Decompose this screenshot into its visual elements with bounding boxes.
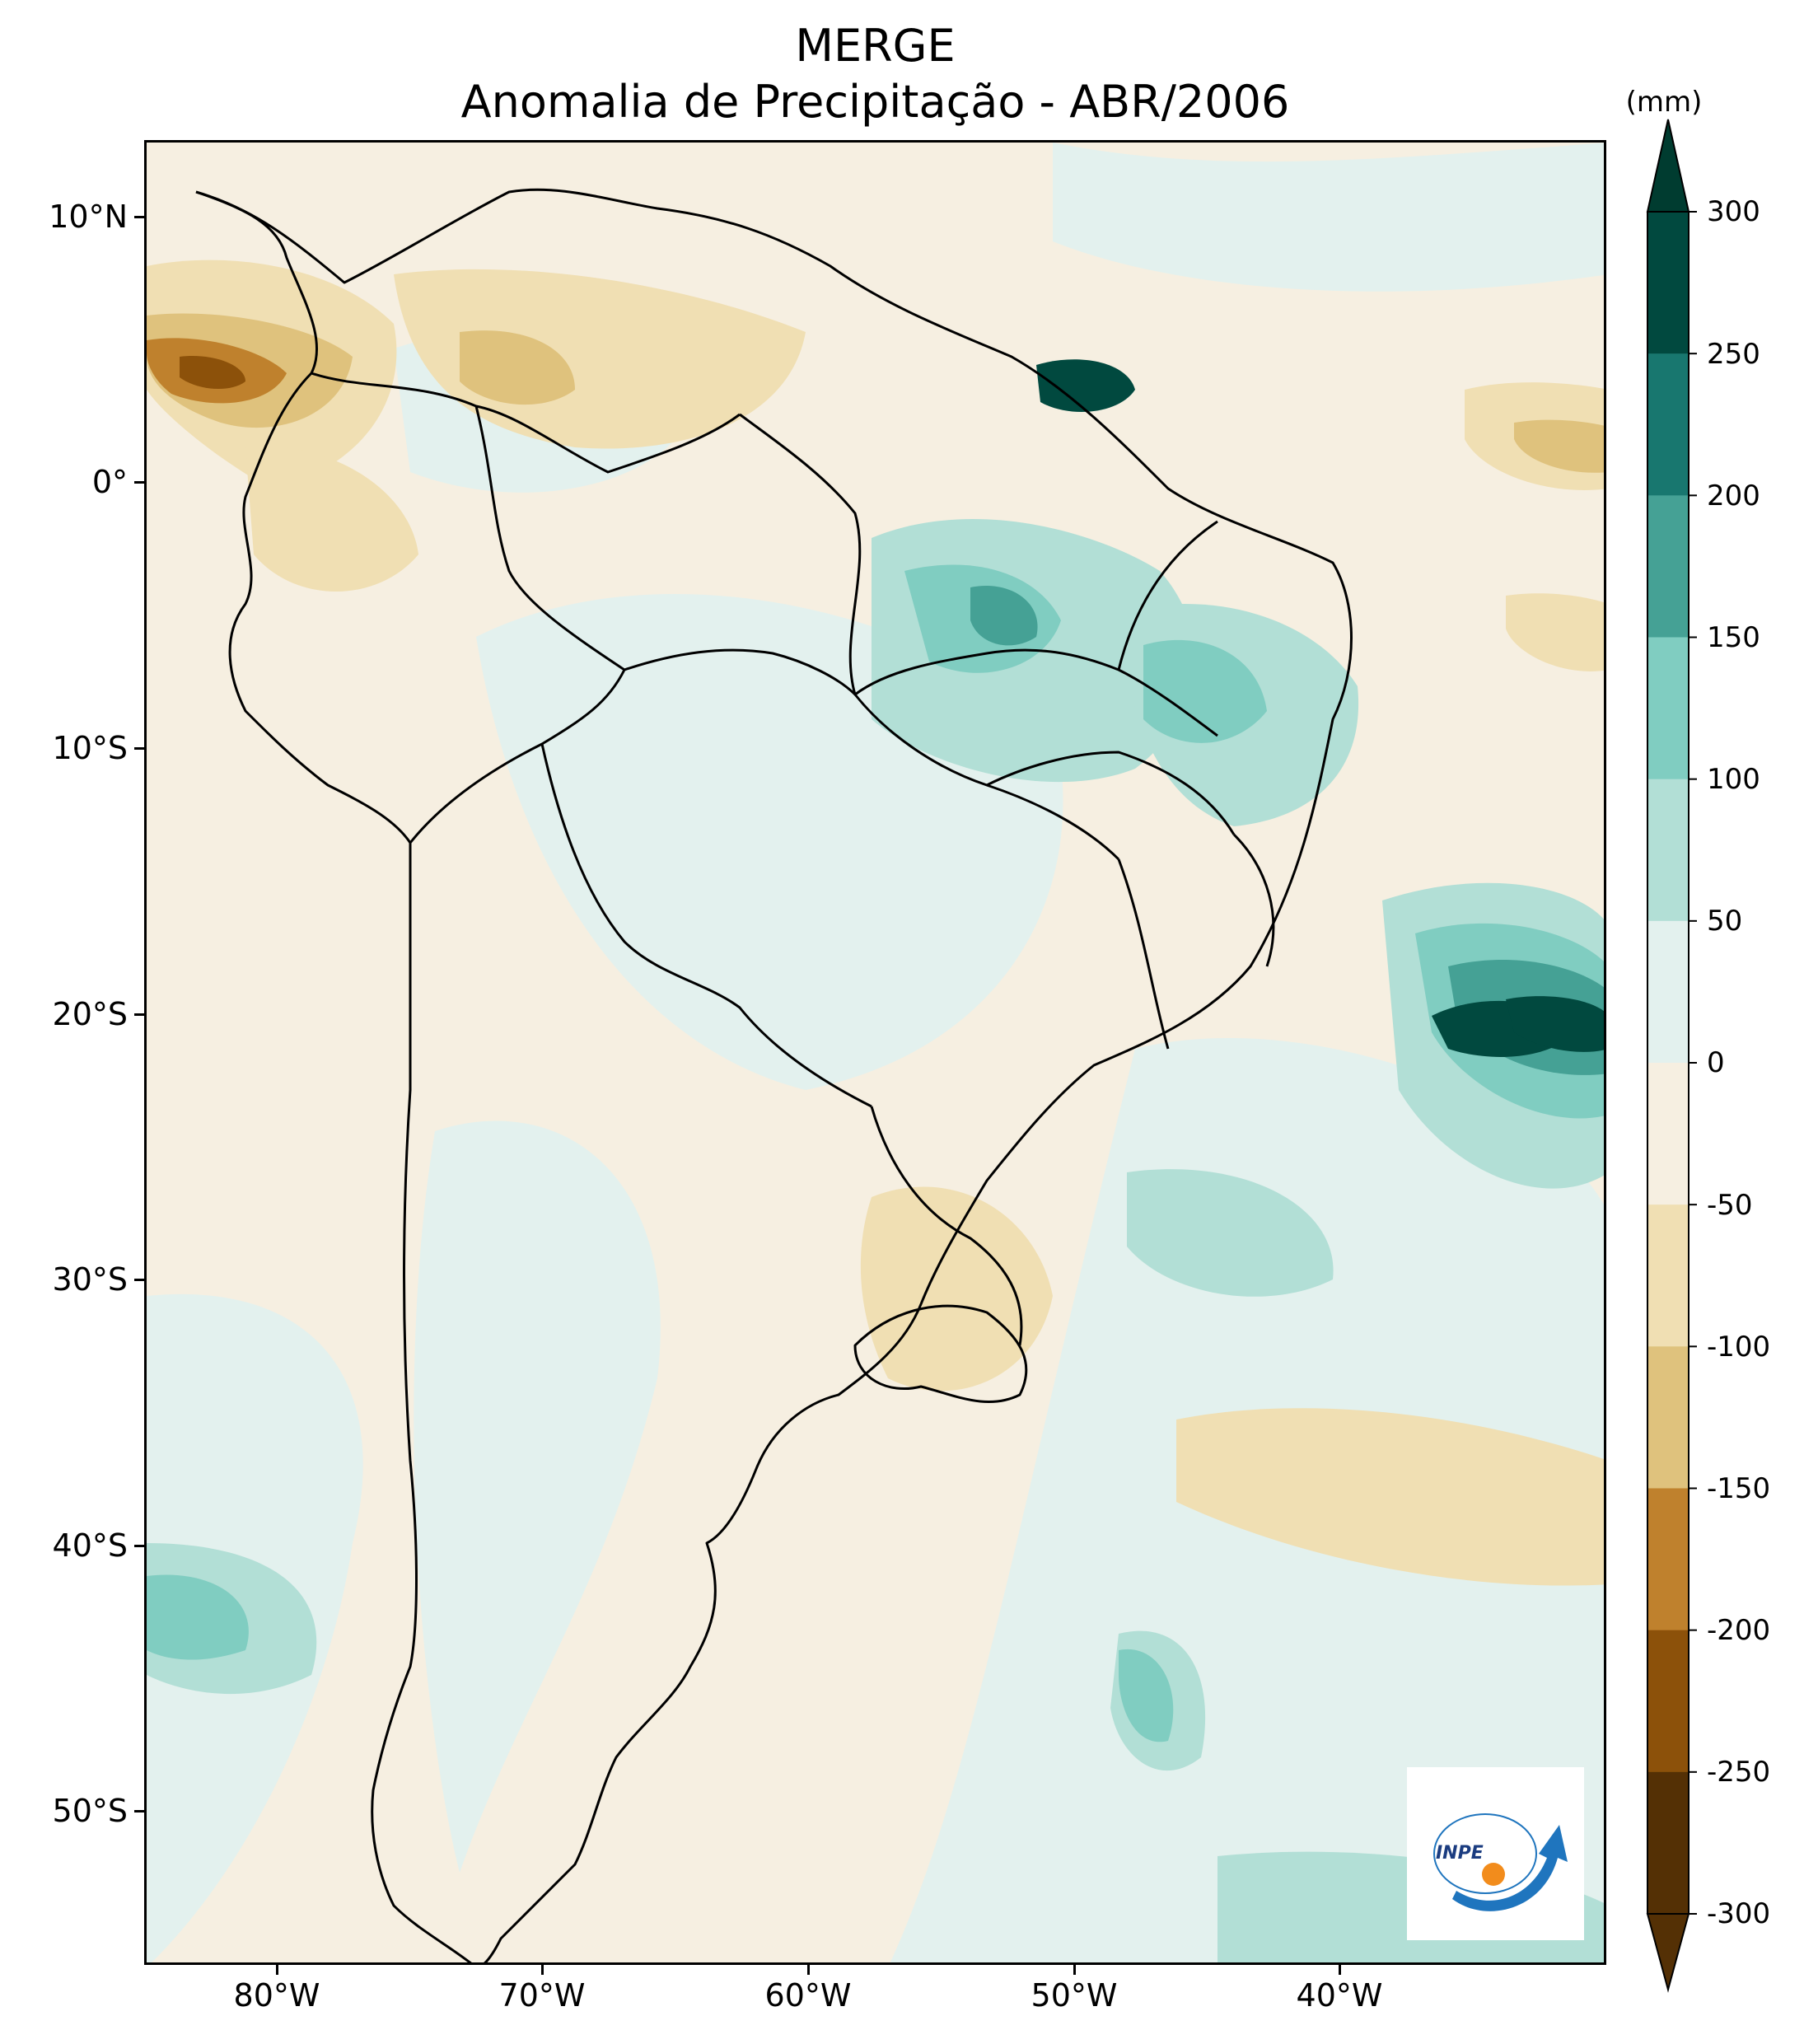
colorbar-tick-label: -200: [1707, 1614, 1771, 1647]
colorbar-segment: [1647, 1771, 1689, 1915]
lat-tick: [134, 747, 144, 750]
lat-label-20s: 20°S: [52, 996, 128, 1032]
colorbar-segment: [1647, 1063, 1689, 1205]
lon-tick: [1073, 1965, 1076, 1975]
lat-label-40s: 40°S: [52, 1527, 128, 1564]
lon-label-70w: 70°W: [498, 1977, 586, 2014]
lat-label-50s: 50°S: [52, 1793, 128, 1829]
map-panel: [144, 140, 1606, 1965]
colorbar-under-arrow: [1646, 1913, 1690, 1993]
lon-label-50w: 50°W: [1031, 1977, 1118, 2014]
colorbar-tick-label: -50: [1707, 1189, 1753, 1222]
colorbar-over-arrow: [1646, 119, 1690, 213]
colorbar-tick-label: 200: [1707, 479, 1760, 512]
logo-text: INPE: [1436, 1843, 1484, 1864]
colorbar-segment: [1647, 1204, 1689, 1347]
chart-title: MERGE: [795, 20, 956, 72]
lat-tick: [134, 216, 144, 218]
colorbar-tick-label: 250: [1707, 338, 1760, 371]
colorbar-segment: [1647, 1488, 1689, 1631]
logo-dot: [1482, 1863, 1505, 1886]
colorbar-unit: (mm): [1625, 86, 1703, 119]
lon-label-40w: 40°W: [1296, 1977, 1383, 2014]
lon-label-80w: 80°W: [233, 1977, 320, 2014]
lon-tick: [276, 1965, 278, 1975]
colorbar-tick-label: 300: [1707, 195, 1760, 228]
chart-subtitle: Anomalia de Precipitação - ABR/2006: [460, 76, 1290, 128]
colorbar-segment: [1647, 353, 1689, 496]
colorbar-tick-label: 50: [1707, 905, 1743, 938]
lat-tick: [134, 1279, 144, 1281]
colorbar-segment: [1647, 1630, 1689, 1773]
colorbar-segment: [1647, 212, 1689, 354]
inpe-logo-graphic: [1433, 1813, 1568, 1911]
colorbar-segment: [1647, 1346, 1689, 1489]
colorbar-segment: [1647, 779, 1689, 922]
lon-tick: [1339, 1965, 1341, 1975]
inpe-logo: INPE: [1407, 1767, 1584, 1940]
colorbar-tick-label: -100: [1707, 1331, 1771, 1363]
colorbar: [1646, 119, 1697, 1993]
lat-tick: [134, 1810, 144, 1812]
colorbar-segment: [1647, 637, 1689, 780]
anomaly-map: [147, 143, 1604, 1962]
lat-tick: [134, 481, 144, 484]
colorbar-tick-label: -300: [1707, 1897, 1771, 1930]
colorbar-tick-label: 0: [1707, 1046, 1725, 1079]
colorbar-tick-label: 100: [1707, 763, 1760, 796]
logo-arrow: [1452, 1825, 1568, 1911]
lat-label-10s: 10°S: [52, 730, 128, 766]
colorbar-segment: [1647, 920, 1689, 1064]
lat-tick: [134, 1013, 144, 1016]
coastlines: [195, 188, 1353, 1962]
colorbar-tick-label: -250: [1707, 1756, 1771, 1789]
lat-label-30s: 30°S: [52, 1261, 128, 1298]
lon-tick: [807, 1965, 810, 1975]
lat-tick: [134, 1545, 144, 1547]
colorbar-tick-label: -150: [1707, 1472, 1771, 1505]
colorbar-segment: [1647, 495, 1689, 638]
lon-tick: [541, 1965, 544, 1975]
lon-label-60w: 60°W: [764, 1977, 852, 2014]
colorbar-tick-label: 150: [1707, 621, 1760, 654]
logo-orbit-ellipse: [1433, 1813, 1537, 1894]
lat-label-0: 0°: [91, 464, 128, 500]
lat-label-10n: 10°N: [49, 199, 128, 235]
